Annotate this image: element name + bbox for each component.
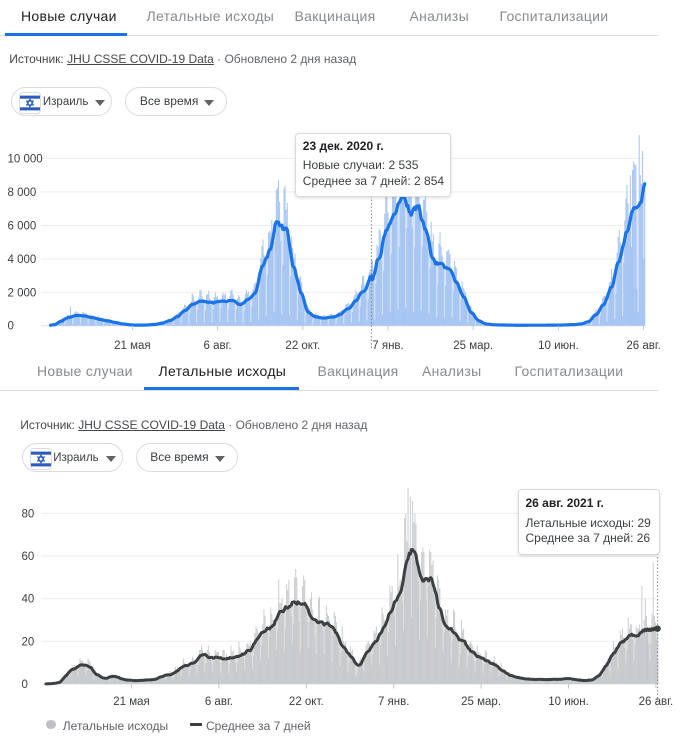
svg-text:25 мар.: 25 мар. <box>453 340 493 352</box>
svg-text:21 мая: 21 мая <box>113 696 150 708</box>
svg-text:0: 0 <box>22 679 28 691</box>
svg-text:7 янв.: 7 янв. <box>378 696 409 708</box>
svg-text:26 авг.: 26 авг. <box>639 696 673 708</box>
svg-text:21 мая: 21 мая <box>114 340 151 352</box>
svg-text:40: 40 <box>22 594 35 606</box>
svg-text:22 окт.: 22 окт. <box>285 340 320 352</box>
svg-text:6 авг.: 6 авг. <box>205 696 233 708</box>
svg-text:20: 20 <box>22 636 35 648</box>
svg-text:6 авг.: 6 авг. <box>204 340 232 352</box>
svg-text:26 авг.: 26 авг. <box>626 340 660 352</box>
svg-text:10 июн.: 10 июн. <box>538 340 579 352</box>
svg-text:10 июн.: 10 июн. <box>548 696 589 708</box>
svg-text:8 000: 8 000 <box>8 187 37 199</box>
svg-text:7 янв.: 7 янв. <box>372 340 403 352</box>
svg-text:25 мар.: 25 мар. <box>461 696 501 708</box>
svg-text:10 000: 10 000 <box>8 153 43 165</box>
svg-text:2 000: 2 000 <box>8 287 37 299</box>
svg-text:6 000: 6 000 <box>8 221 37 233</box>
svg-text:0: 0 <box>8 321 14 333</box>
svg-text:60: 60 <box>22 551 35 563</box>
svg-text:22 окт.: 22 окт. <box>289 696 324 708</box>
svg-text:80: 80 <box>22 508 35 520</box>
svg-text:4 000: 4 000 <box>8 254 37 266</box>
